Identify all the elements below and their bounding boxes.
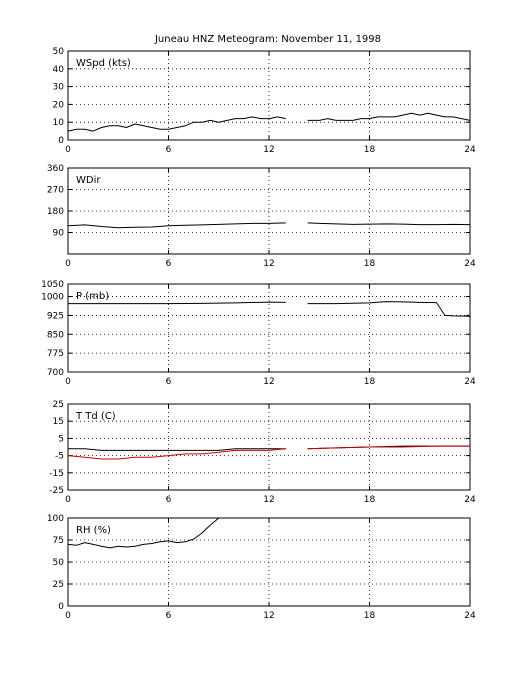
panel-label: P (mb) [76, 291, 109, 302]
y-tick-label: 1050 [41, 280, 64, 290]
panel-5: 0 6 12 18 24 0 25 50 75 100 RH (%) [47, 514, 476, 621]
y-tick-label: 25 [53, 580, 64, 590]
y-tick-label: 5 [58, 434, 64, 444]
y-tick-label: 50 [53, 558, 65, 568]
y-tick-label: 10 [53, 118, 65, 128]
x-tick-label: 0 [65, 611, 71, 621]
y-tick-label: 20 [53, 100, 65, 110]
x-tick-label: 24 [464, 611, 476, 621]
y-tick-label: 15 [53, 417, 64, 427]
x-tick-label: 6 [166, 145, 172, 155]
y-tick-label: 180 [47, 207, 64, 217]
x-tick-label: 6 [166, 259, 172, 269]
y-tick-label: 100 [47, 514, 64, 524]
y-tick-label: -5 [55, 452, 64, 462]
x-tick-label: 18 [364, 611, 376, 621]
x-tick-label: 18 [364, 145, 376, 155]
x-tick-label: 24 [464, 495, 476, 505]
y-tick-label: 75 [53, 536, 64, 546]
panel-2: 0 6 12 18 24 90 180 270 360 WDir [47, 164, 476, 269]
x-tick-label: 24 [464, 377, 476, 387]
x-tick-label: 18 [364, 259, 376, 269]
y-tick-label: 270 [47, 186, 64, 196]
y-tick-label: 90 [53, 229, 65, 239]
x-tick-label: 6 [166, 495, 172, 505]
y-tick-label: 25 [53, 400, 64, 410]
panel-label: WSpd (kts) [76, 58, 131, 69]
panel-label: WDir [76, 175, 101, 186]
series-line-1 [67, 517, 220, 549]
y-tick-label: 1000 [41, 293, 64, 303]
panel-1: 0 6 12 18 24 0 10 20 30 40 50 WSpd (kts) [53, 47, 476, 155]
panel-3: 0 6 12 18 24 700 775 850 925 1000 1050 P (mb) [41, 280, 476, 387]
series-line-2 [67, 445, 470, 460]
y-tick-label: 775 [47, 349, 64, 359]
x-tick-label: 0 [65, 145, 71, 155]
x-tick-label: 0 [65, 495, 71, 505]
x-tick-label: 18 [364, 377, 376, 387]
y-tick-label: 360 [47, 164, 64, 174]
y-tick-label: 0 [58, 602, 64, 612]
y-tick-label: 925 [47, 311, 64, 321]
x-tick-label: 0 [65, 377, 71, 387]
x-tick-label: 12 [263, 259, 274, 269]
x-tick-label: 0 [65, 259, 71, 269]
y-tick-label: 0 [58, 136, 64, 146]
x-tick-label: 12 [263, 377, 274, 387]
y-tick-label: 40 [53, 65, 65, 75]
chart-title: Juneau HNZ Meteogram: November 11, 1998 [154, 34, 381, 45]
x-tick-label: 24 [464, 259, 476, 269]
y-tick-label: 850 [47, 330, 64, 340]
panel-label: RH (%) [76, 525, 111, 536]
y-tick-label: -15 [49, 469, 64, 479]
y-tick-label: 700 [47, 368, 64, 378]
x-tick-label: 6 [166, 611, 172, 621]
series-line-1 [67, 222, 471, 229]
x-tick-label: 6 [166, 377, 172, 387]
x-tick-label: 24 [464, 145, 476, 155]
x-tick-label: 12 [263, 611, 274, 621]
x-tick-label: 18 [364, 495, 376, 505]
series-line-1 [68, 301, 471, 317]
x-tick-label: 12 [263, 495, 274, 505]
x-tick-label: 12 [263, 145, 274, 155]
series-line-1 [67, 112, 471, 132]
y-tick-label: -25 [49, 486, 64, 496]
y-tick-label: 30 [53, 83, 65, 93]
y-tick-label: 50 [53, 47, 65, 57]
panel-label: T Td (C) [75, 411, 116, 422]
panel-4: 0 6 12 18 24 -25 -15 -5 5 15 25 T Td (C) [49, 400, 476, 505]
